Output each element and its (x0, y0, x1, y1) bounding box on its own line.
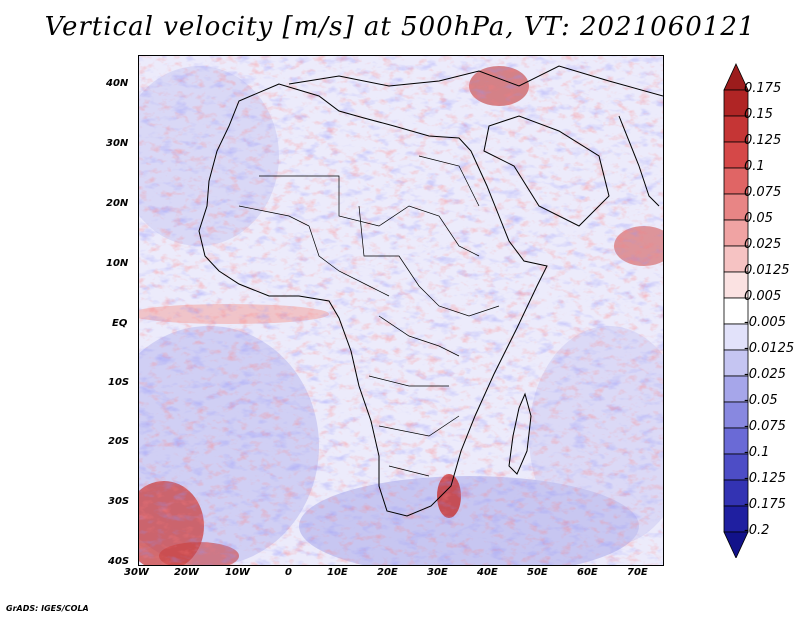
lon-label-50e: 50E (527, 567, 548, 578)
lat-label-20n: 20N (106, 198, 129, 209)
ascent-texture (139, 56, 663, 565)
lon-label-40e: 40E (477, 567, 498, 578)
colorbar-label: -0.005 (744, 315, 786, 330)
lat-label-10s: 10S (108, 377, 130, 388)
footer-credit: GrADS: IGES/COLA (6, 604, 89, 613)
lon-label-70e: 70E (627, 567, 648, 578)
lon-label-10e: 10E (327, 567, 348, 578)
arabia-coastline (483, 115, 610, 227)
lat-label-30n: 30N (106, 138, 129, 149)
colorbar-label: -0.025 (744, 367, 786, 382)
lon-label-10w: 10W (225, 567, 250, 578)
lat-label-10n: 10N (106, 258, 129, 269)
chart-title: Vertical velocity [m/s] at 500hPa, VT: 2… (44, 12, 756, 42)
colorbar-segment (723, 349, 749, 377)
colorbar-segment (723, 427, 749, 455)
colorbar-label: 0.025 (744, 237, 782, 252)
colorbar (723, 63, 749, 558)
colorbar-segment (723, 167, 749, 195)
colorbar-label: -0.1 (744, 445, 770, 460)
colorbar-label: -0.125 (744, 471, 786, 486)
lat-label-eq: EQ (112, 318, 128, 329)
colorbar-label: -0.075 (744, 419, 786, 434)
colorbar-segment (723, 375, 749, 403)
colorbar-label: -0.05 (744, 393, 778, 408)
colorbar-segment (723, 505, 749, 533)
lon-label-0: 0 (285, 567, 292, 578)
colorbar-segment (723, 219, 749, 247)
country-borders (238, 155, 500, 477)
lon-label-20e: 20E (377, 567, 398, 578)
colorbar-label: 0.0125 (744, 263, 790, 278)
colorbar-segment (723, 89, 749, 117)
colorbar-segment (723, 323, 749, 351)
lat-label-40n: 40N (106, 78, 129, 89)
colorbar-segment (723, 115, 749, 143)
colorbar-label: 0.1 (744, 159, 765, 174)
colorbar-label: 0.15 (744, 107, 773, 122)
asia-coastline (618, 115, 660, 207)
colorbar-label: -0.175 (744, 497, 786, 512)
colorbar-bottom-arrow (723, 531, 749, 558)
map-panel (138, 55, 664, 566)
africa-coastline (198, 83, 548, 517)
colorbar-segment (723, 245, 749, 273)
colorbar-label: -0.2 (744, 523, 770, 538)
colorbar-label: -0.0125 (744, 341, 795, 356)
lon-label-20w: 20W (174, 567, 199, 578)
lon-label-60e: 60E (577, 567, 598, 578)
lon-label-30w: 30W (124, 567, 149, 578)
colorbar-segment (723, 453, 749, 481)
colorbar-label: 0.175 (744, 81, 782, 96)
lat-label-30s: 30S (108, 496, 130, 507)
lon-label-30e: 30E (427, 567, 448, 578)
colorbar-segment (723, 479, 749, 507)
colorbar-label: 0.05 (744, 211, 773, 226)
lat-label-40s: 40S (108, 556, 130, 567)
colorbar-segment (723, 141, 749, 169)
colorbar-label: 0.005 (744, 289, 782, 304)
mediterranean-coastline (288, 65, 663, 97)
colorbar-label: 0.125 (744, 133, 782, 148)
madagascar-coastline (508, 392, 532, 475)
colorbar-label: 0.075 (744, 185, 782, 200)
velocity-field-map (139, 56, 663, 565)
colorbar-segment (723, 297, 749, 325)
colorbar-segment (723, 271, 749, 299)
colorbar-segment (723, 193, 749, 221)
lat-label-20s: 20S (108, 436, 130, 447)
